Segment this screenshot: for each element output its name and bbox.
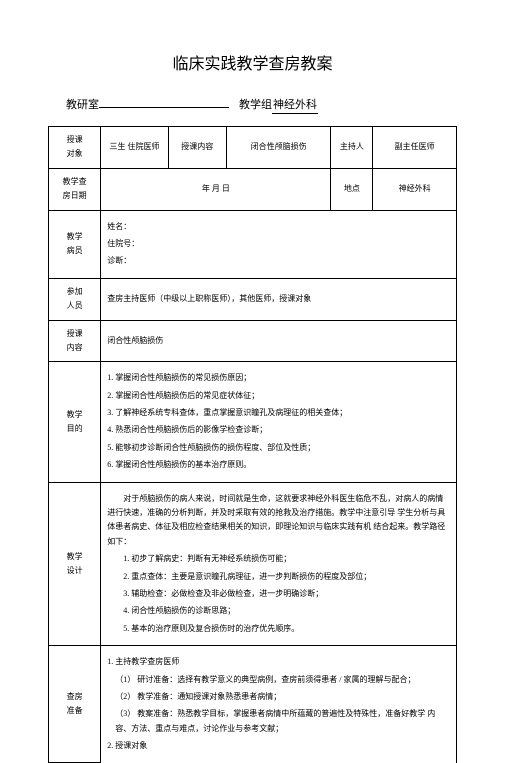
page-title: 临床实践教学查房教案 — [48, 50, 457, 74]
row7-item: 2. 重点查体：主要是意识瞳孔病理征，进一步判断损伤的程度及部位； — [107, 570, 450, 584]
row8-item: （2） 教学准备：通知授课对象熟悉患者病情； — [107, 690, 450, 704]
row8-body: 1. 主持教学查房医师 （1） 研讨准备：选择有教学意义的典型病例，查房前须得患… — [101, 646, 457, 763]
row6-line: 6. 掌握闭合性颅脑损伤的基本治疗原则。 — [107, 458, 450, 472]
table-row: 教学 病员 姓名： 住院号： 诊断： — [49, 210, 457, 278]
table-row: 参加 人员 查房主持医师（中级以上职称医师），其他医师，授课对象 — [49, 278, 457, 320]
row8-item: （1） 研讨准备：选择有教学意义的典型病例，查房前须得患者 / 家属的理解与配合… — [107, 673, 450, 687]
lab-blank — [99, 96, 229, 108]
row6-line: 3. 了解神经系统专科查体，重点掌握意识瞳孔及病理征的相关查体； — [107, 406, 450, 420]
group-label: 教学组 — [239, 96, 272, 114]
row6-line: 4. 熟悉闭合性颅脑损伤后的影像学检查诊断； — [107, 423, 450, 437]
row1-c5: 主持人 — [331, 127, 373, 169]
row6-line: 2. 掌握闭合性颅脑损伤后的常见症状体征； — [107, 389, 450, 403]
row2-c5: 地点 — [331, 168, 373, 210]
row8-item: （3） 教案准备：熟悉教学目标，掌握患者病情中所蕴藏的普遍性及特殊性，准备好教学… — [107, 707, 450, 736]
row2-head: 教学查 房日期 — [49, 168, 101, 210]
table-row: 授课 内容 闭合性颅脑损伤 — [49, 320, 457, 362]
row6-line: 5. 能够初步诊断闭合性颅脑损伤的损伤程度、部位及性质； — [107, 441, 450, 455]
row4-body: 查房主持医师（中级以上职称医师），其他医师，授课对象 — [101, 278, 457, 320]
row8-head: 查房 准备 — [49, 646, 101, 763]
row1-c6: 副主任医师 — [373, 127, 457, 169]
row5-body: 闭合性颅脑损伤 — [101, 320, 457, 362]
row2-c6: 神经外科 — [373, 168, 457, 210]
row3-body: 姓名： 住院号： 诊断： — [101, 210, 457, 278]
group-value: 神经外科 — [272, 96, 318, 114]
row6-head: 教学 目的 — [49, 362, 101, 482]
table-row: 教学 设计 对于颅脑损伤的病人来说，时间就是生命，这就要求神经外科医生临危不乱，… — [49, 482, 457, 646]
row1-head: 授课 对象 — [49, 127, 101, 169]
row6-body: 1. 掌握闭合性颅脑损伤的常见损伤原因； 2. 掌握闭合性颅脑损伤后的常见症状体… — [101, 362, 457, 482]
row5-head: 授课 内容 — [49, 320, 101, 362]
row1-c3: 授课内容 — [168, 127, 226, 169]
table-row: 教学 目的 1. 掌握闭合性颅脑损伤的常见损伤原因； 2. 掌握闭合性颅脑损伤后… — [49, 362, 457, 482]
row1-c2: 三生 住院医师 — [101, 127, 168, 169]
table-row: 教学查 房日期 年 月 日 地点 神经外科 — [49, 168, 457, 210]
lab-label: 教研室 — [66, 96, 99, 114]
row1-c4: 闭合性颅脑损伤 — [226, 127, 331, 169]
row7-body: 对于颅脑损伤的病人来说，时间就是生命，这就要求神经外科医生临危不乱，对病人的病情… — [101, 482, 457, 646]
row7-item: 1. 初步了解病史：判断有无神经系统损伤可能； — [107, 552, 450, 566]
row6-line: 1. 掌握闭合性颅脑损伤的常见损伤原因； — [107, 371, 450, 385]
row7-head: 教学 设计 — [49, 482, 101, 646]
main-table: 授课 对象 三生 住院医师 授课内容 闭合性颅脑损伤 主持人 副主任医师 教学查… — [48, 126, 457, 763]
row3-head: 教学 病员 — [49, 210, 101, 278]
row4-head: 参加 人员 — [49, 278, 101, 320]
row8-title: 1. 主持教学查房医师 — [107, 655, 450, 669]
row2-c2: 年 月 日 — [101, 168, 331, 210]
row8-foot: 2. 授课对象 — [107, 739, 450, 753]
row7-item: 5. 基本的治疗原则及复合损伤时的治疗优先顺序。 — [107, 622, 450, 636]
header-row: 教研室 教学组神经外科 — [48, 96, 457, 114]
table-row: 授课 对象 三生 住院医师 授课内容 闭合性颅脑损伤 主持人 副主任医师 — [49, 127, 457, 169]
row3-line: 住院号： — [107, 237, 450, 251]
row3-line: 诊断： — [107, 254, 450, 268]
row7-item: 4. 闭合性颅脑损伤的诊断思路； — [107, 604, 450, 618]
table-row: 查房 准备 1. 主持教学查房医师 （1） 研讨准备：选择有教学意义的典型病例，… — [49, 646, 457, 763]
row7-intro: 对于颅脑损伤的病人来说，时间就是生命，这就要求神经外科医生临危不乱，对病人的病情… — [107, 492, 450, 550]
row3-line: 姓名： — [107, 220, 450, 234]
row7-item: 3. 辅助检查：必做检查及非必做检查，进一步明确诊断； — [107, 587, 450, 601]
